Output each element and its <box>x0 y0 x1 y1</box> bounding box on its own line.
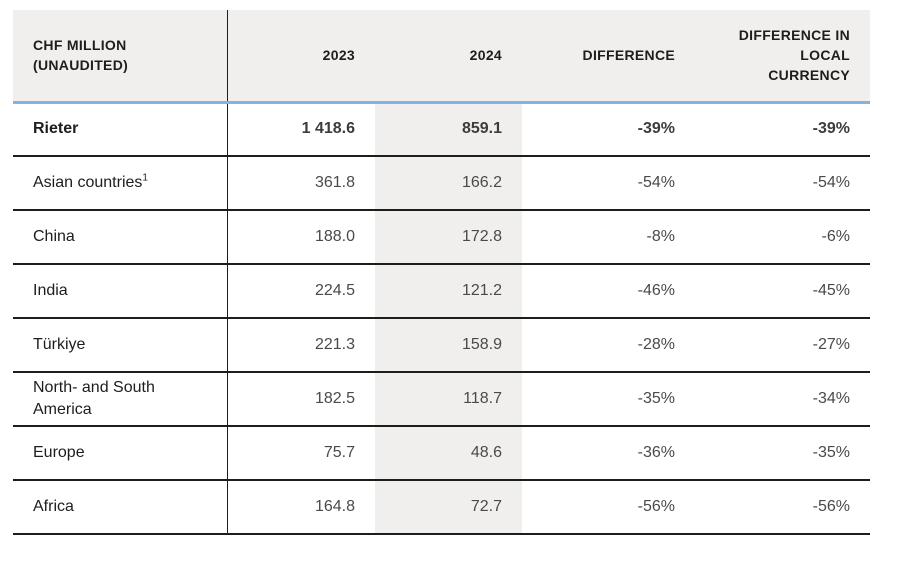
table-row-north-south-america: North- and South America 182.5 118.7 -35… <box>13 372 870 426</box>
column-header-2024: 2024 <box>375 10 522 102</box>
region-label: North- and South America <box>33 379 155 418</box>
value-2024: 859.1 <box>375 102 522 156</box>
column-header-2023: 2023 <box>227 10 375 102</box>
table-row-china: China 188.0 172.8 -8% -6% <box>13 210 870 264</box>
value-2023: 224.5 <box>314 282 355 299</box>
value-difference-local: -34% <box>812 390 850 407</box>
region-label: Türkiye <box>33 336 86 354</box>
table-row-europe: Europe 75.7 48.6 -36% -35% <box>13 426 870 480</box>
value-2024: 158.9 <box>375 318 522 372</box>
value-difference: -36% <box>637 444 675 461</box>
region-label: Asian countries <box>33 174 143 192</box>
footnote-marker: 1 <box>142 172 148 184</box>
table-header: CHF MILLION (UNAUDITED) 2023 2024 DIFFER… <box>13 10 870 102</box>
table-row-africa: Africa 164.8 72.7 -56% -56% <box>13 480 870 534</box>
value-2023: 1 418.6 <box>301 120 355 138</box>
header-row: CHF MILLION (UNAUDITED) 2023 2024 DIFFER… <box>13 10 870 102</box>
value-difference-local: -39% <box>812 120 850 138</box>
value-difference: -39% <box>637 120 675 138</box>
column-header-unit: CHF MILLION (UNAUDITED) <box>13 10 228 102</box>
sales-by-region-table: CHF MILLION (UNAUDITED) 2023 2024 DIFFER… <box>13 10 870 535</box>
table-row-asian-countries: Asian countries1 361.8 166.2 -54% -54% <box>13 156 870 210</box>
value-difference: -56% <box>637 498 675 515</box>
value-2023: 75.7 <box>323 444 355 461</box>
value-difference: -54% <box>637 174 675 191</box>
table-row-rieter: Rieter 1 418.6 859.1 -39% -39% <box>13 102 870 156</box>
region-label: China <box>33 228 75 246</box>
region-label: Africa <box>33 498 74 516</box>
table-body: Rieter 1 418.6 859.1 -39% -39% Asian cou… <box>13 102 870 534</box>
value-2024: 48.6 <box>375 426 522 480</box>
table-row-india: India 224.5 121.2 -46% -45% <box>13 264 870 318</box>
value-difference-local: -54% <box>812 174 850 191</box>
value-2023: 182.5 <box>314 390 355 407</box>
value-difference: -8% <box>646 228 675 245</box>
value-difference-local: -45% <box>812 282 850 299</box>
table-row-turkiye: Türkiye 221.3 158.9 -28% -27% <box>13 318 870 372</box>
value-difference-local: -35% <box>812 444 850 461</box>
value-2024: 172.8 <box>375 210 522 264</box>
value-2023: 164.8 <box>314 498 355 515</box>
value-2024: 118.7 <box>375 372 522 426</box>
value-2024: 72.7 <box>375 480 522 534</box>
column-header-difference-local: DIFFERENCE IN LOCAL CURRENCY <box>695 10 870 102</box>
value-difference: -28% <box>637 336 675 353</box>
value-difference: -35% <box>637 390 675 407</box>
value-difference-local: -56% <box>812 498 850 515</box>
column-header-difference: DIFFERENCE <box>522 10 695 102</box>
region-label: Rieter <box>33 120 79 138</box>
value-2023: 361.8 <box>314 174 355 191</box>
region-label: India <box>33 282 68 300</box>
value-difference: -46% <box>637 282 675 299</box>
value-2023: 188.0 <box>314 228 355 245</box>
value-2024: 166.2 <box>375 156 522 210</box>
value-2023: 221.3 <box>314 336 355 353</box>
data-table: CHF MILLION (UNAUDITED) 2023 2024 DIFFER… <box>13 10 870 535</box>
value-difference-local: -27% <box>812 336 850 353</box>
value-2024: 121.2 <box>375 264 522 318</box>
region-label: Europe <box>33 444 85 462</box>
value-difference-local: -6% <box>821 228 850 245</box>
